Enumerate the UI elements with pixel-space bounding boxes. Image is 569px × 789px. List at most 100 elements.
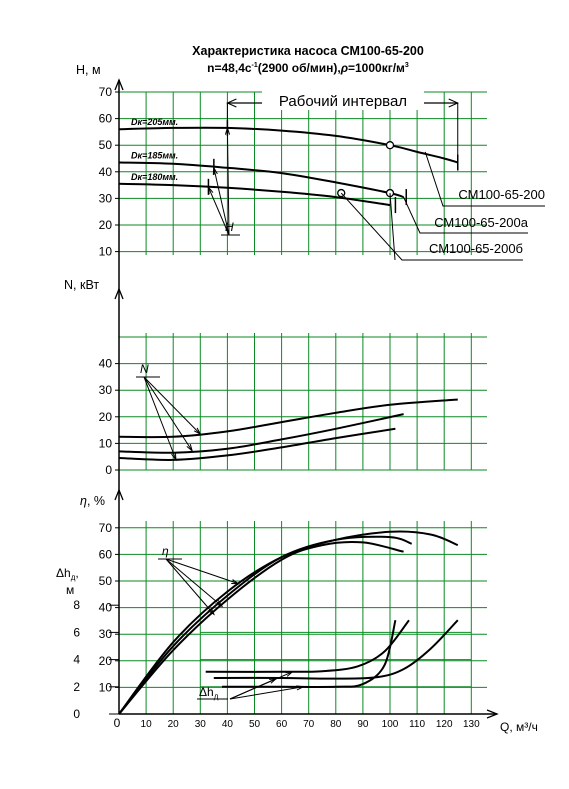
q-tick-label: 10 <box>141 719 153 730</box>
npsh-tick-label: 4 <box>73 653 80 667</box>
eta-callout-arrowhead <box>231 579 240 585</box>
npsh-axis-label: Δhд, <box>56 566 79 582</box>
h-callout-arrowhead <box>207 185 214 195</box>
q-tick-label: 50 <box>249 719 261 730</box>
n-callout-pointer <box>143 376 201 435</box>
npsh-tick-label: 2 <box>73 680 80 694</box>
q-tick-label: 60 <box>276 719 288 730</box>
head-curve <box>118 182 391 207</box>
chart-subtitle: n=48,4с-1(2900 об/мин),ρ=1000кг/м3 <box>207 61 409 75</box>
h-tick-label: 40 <box>99 165 113 179</box>
h-tick-label: 70 <box>99 85 113 99</box>
q-tick-label: 30 <box>195 719 207 730</box>
q-tick-label: 80 <box>330 719 342 730</box>
dk-label: Dк=185мм. <box>131 150 178 160</box>
h-tick-label: 20 <box>99 218 113 232</box>
h-callout-arrowhead <box>224 126 231 135</box>
h-callout-arrowhead <box>212 166 218 175</box>
h-tick-label: 60 <box>99 112 113 126</box>
series-name-label: СМ100-65-200а <box>434 215 529 230</box>
eta-tick-label: 40 <box>99 601 113 615</box>
eta-tick-label: 70 <box>99 521 113 535</box>
h-callout-pointer <box>207 187 230 236</box>
eta-tick-label: 50 <box>99 574 113 588</box>
npsh-tick-label: 6 <box>73 625 80 639</box>
q-tick-label: 40 <box>222 719 234 730</box>
q-tick-label: 110 <box>409 719 425 730</box>
y-axis-arrow <box>114 78 124 91</box>
n-tick-label: 30 <box>99 383 113 397</box>
n-callout-arrowhead <box>193 427 202 436</box>
eta-callout-pointer <box>165 558 215 615</box>
eta-tick-label: 10 <box>99 680 113 694</box>
y-axis-arrow <box>114 488 124 501</box>
y-axis-arrow <box>114 287 124 300</box>
npsh-axis-unit: м <box>66 583 74 597</box>
series-leader <box>403 196 528 234</box>
npsh-tick-label: 8 <box>73 598 80 612</box>
n-axis-label: N, кВт <box>64 278 99 292</box>
eta-callout-arrowhead <box>207 607 215 616</box>
annotations: Dк=205мм. Dк=185мм. Dк=180мм. Рабочий интер… <box>131 90 545 701</box>
n-tick-label: 40 <box>99 357 113 371</box>
q-tick-label: 0 <box>114 716 121 730</box>
q-tick-label: 120 <box>436 719 453 730</box>
dk-label: Dк=205мм. <box>131 117 178 127</box>
eta-callout-pointer <box>165 558 223 607</box>
eta-tick-label: 30 <box>99 627 113 641</box>
series-name-label: СМ100-65-200 <box>458 187 545 202</box>
q-tick-label: 100 <box>382 719 399 730</box>
chart-title: Характеристика насоса СМ100-65-200 <box>192 44 424 58</box>
eta-callout-pointer <box>165 558 239 585</box>
eta-tick-label: 20 <box>99 654 113 668</box>
power-curve <box>118 427 396 461</box>
h-tick-label: 10 <box>99 245 113 259</box>
head-curve <box>118 126 459 164</box>
series-name-label: СМ100-65-200б <box>429 241 523 256</box>
h-callout-pointer <box>213 167 230 236</box>
n-tick-label: 20 <box>99 410 113 424</box>
efficiency-curve <box>118 535 413 715</box>
h-tick-label: 50 <box>99 138 113 152</box>
series-leader <box>340 192 523 261</box>
npsh-tick-label: 0 <box>73 707 80 721</box>
h-callout-label: H <box>225 220 234 234</box>
npsh-callout-pointer <box>229 671 293 700</box>
eta-axis-label: η, % <box>80 494 105 508</box>
npsh-curve <box>205 619 410 673</box>
n-callout-arrowhead <box>186 443 194 453</box>
h-callout-pointer <box>226 127 230 236</box>
power-curve <box>118 413 404 454</box>
q-tick-label: 20 <box>168 719 180 730</box>
x-axis-arrow <box>486 709 499 719</box>
series-leader <box>424 151 545 207</box>
h-axis-label: H, м <box>76 63 101 77</box>
efficiency-curve <box>118 540 404 715</box>
grid <box>119 91 487 714</box>
axes: 1020304050607001020304010203040506070024… <box>73 78 499 730</box>
eta-callout-label: η <box>162 544 169 558</box>
q-axis-label: Q, м³/ч <box>500 720 538 734</box>
npsh-callout-arrowhead <box>296 685 305 691</box>
npsh-curve <box>213 619 459 680</box>
eta-tick-label: 60 <box>99 547 113 561</box>
dk-label: Dк=180мм. <box>131 172 178 182</box>
power-curve <box>118 398 458 439</box>
n-callout-label: N <box>140 362 149 376</box>
q-tick-label: 70 <box>303 719 315 730</box>
n-callout-arrowhead <box>171 452 177 462</box>
work-range-label: Рабочий интервал <box>279 93 407 110</box>
series-leader-extra <box>389 193 396 261</box>
n-callout-pointer <box>143 376 193 452</box>
q-tick-label: 130 <box>463 719 480 730</box>
n-callout-pointer <box>143 376 177 460</box>
q-tick-label: 90 <box>357 719 369 730</box>
npsh-curve <box>221 619 397 689</box>
h-tick-label: 30 <box>99 191 113 205</box>
npsh-callout-pointer <box>229 686 304 700</box>
eta-callout-arrowhead <box>215 600 224 608</box>
n-tick-label: 0 <box>105 463 112 477</box>
n-tick-label: 10 <box>99 436 113 450</box>
npsh-callout-arrowhead <box>285 671 294 677</box>
